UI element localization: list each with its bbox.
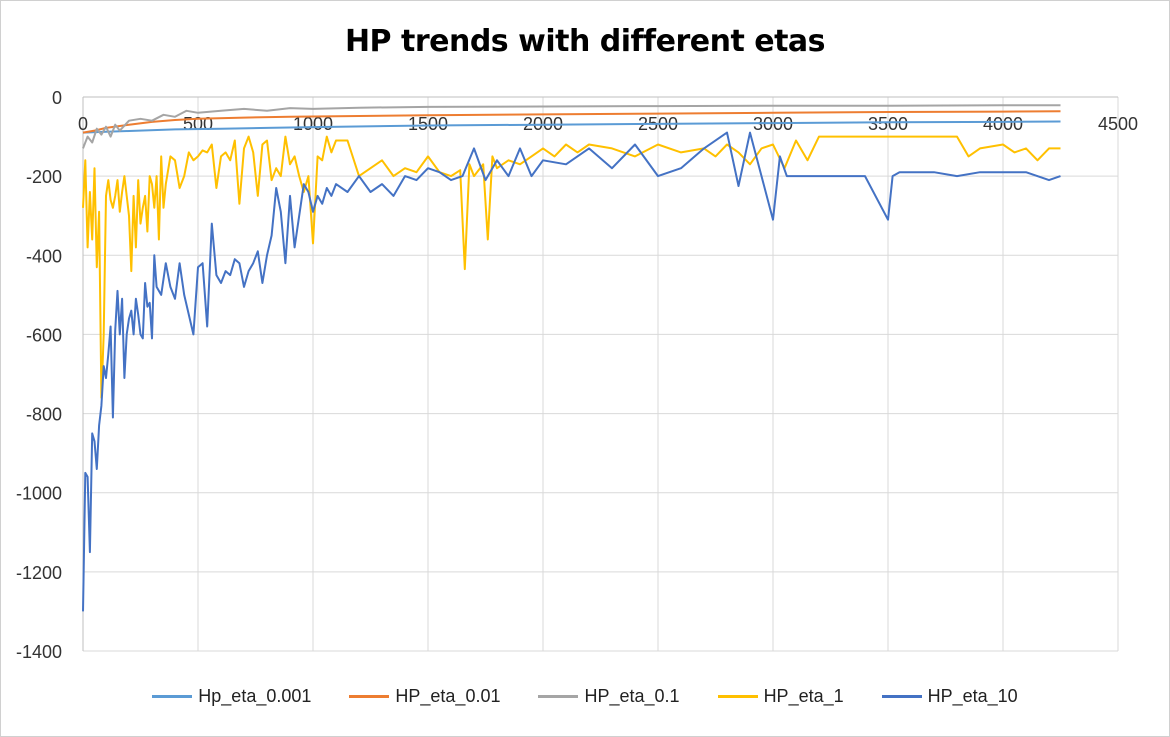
series-line-0 — [82, 120, 1061, 134]
x-tick-label: 500 — [183, 114, 213, 134]
legend-label: HP_eta_0.01 — [395, 686, 501, 706]
x-tick-label: 4000 — [983, 114, 1023, 134]
series-line-4 — [82, 131, 1061, 612]
x-tick-label: 3500 — [868, 114, 908, 134]
legend-swatch — [152, 695, 193, 698]
legend-item: Hp_eta_0.001 — [152, 686, 311, 707]
y-tick-label: -600 — [26, 325, 62, 345]
legend-label: HP_eta_0.1 — [584, 686, 680, 706]
series-line-2 — [82, 104, 1061, 149]
series-layer — [82, 104, 1061, 612]
legend-swatch — [881, 695, 922, 698]
y-tick-label: -1000 — [16, 484, 62, 504]
x-tick-label: 4500 — [1098, 114, 1138, 134]
x-tick-label: 1500 — [408, 114, 448, 134]
y-tick-label: -400 — [26, 246, 62, 266]
x-tick-label: 0 — [78, 114, 88, 134]
y-tick-label: -200 — [26, 167, 62, 187]
legend-swatch — [717, 695, 758, 698]
legend-item: HP_eta_0.1 — [538, 686, 680, 707]
legend-item: HP_eta_1 — [717, 686, 844, 707]
series-line-1 — [82, 110, 1061, 134]
legend-swatch — [538, 695, 579, 698]
legend-item: HP_eta_0.01 — [349, 686, 500, 707]
x-tick-label: 1000 — [293, 114, 333, 134]
y-tick-label: -800 — [26, 405, 62, 425]
legend: Hp_eta_0.001 HP_eta_0.01 HP_eta_0.1 HP_eta_… — [0, 686, 1170, 707]
legend-label: HP_eta_1 — [763, 686, 844, 706]
series-line-3 — [82, 135, 1061, 399]
y-tick-label: -1200 — [16, 563, 62, 583]
legend-swatch — [349, 695, 390, 698]
legend-item: HP_eta_10 — [881, 686, 1018, 707]
y-tick-label: -1400 — [16, 642, 62, 662]
y-tick-label: 0 — [52, 88, 62, 108]
legend-label: Hp_eta_0.001 — [198, 686, 312, 706]
chart-title: HP trends with different etas — [344, 24, 826, 59]
legend-label: HP_eta_10 — [927, 686, 1018, 706]
